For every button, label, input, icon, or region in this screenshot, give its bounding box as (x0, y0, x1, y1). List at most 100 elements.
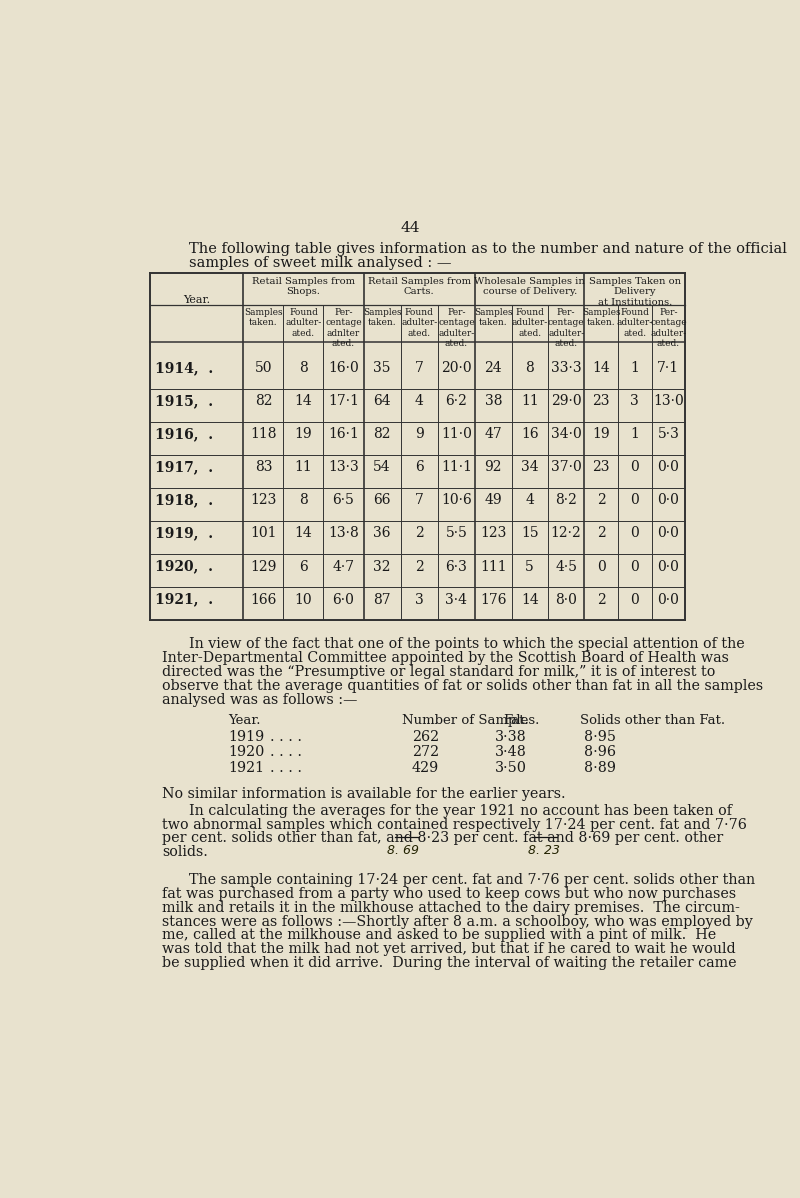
Text: 0: 0 (630, 526, 639, 540)
Text: Solids other than Fat.: Solids other than Fat. (581, 714, 726, 727)
Text: 6·2: 6·2 (446, 394, 467, 409)
Text: 1921,  .: 1921, . (155, 593, 213, 606)
Text: 50: 50 (254, 361, 272, 375)
Text: The following table gives information as to the number and nature of the officia: The following table gives information as… (189, 242, 787, 256)
Text: 47: 47 (485, 428, 502, 441)
Text: 36: 36 (374, 526, 391, 540)
Text: 0: 0 (630, 460, 639, 474)
Text: 1917,  .: 1917, . (155, 460, 213, 474)
Text: Samples
taken.: Samples taken. (582, 308, 621, 327)
Text: 14: 14 (521, 593, 538, 606)
Text: 38: 38 (485, 394, 502, 409)
Text: 0·0: 0·0 (658, 460, 679, 474)
Text: 4: 4 (415, 394, 424, 409)
Text: 49: 49 (485, 494, 502, 507)
Text: 0: 0 (630, 494, 639, 507)
Text: 6·3: 6·3 (446, 559, 467, 574)
Text: 129: 129 (250, 559, 277, 574)
Text: 44: 44 (400, 220, 420, 235)
Text: 15: 15 (521, 526, 538, 540)
Text: Found
adulter-
ated.: Found adulter- ated. (401, 308, 438, 338)
Text: 8·0: 8·0 (555, 593, 577, 606)
Text: 3: 3 (415, 593, 424, 606)
Text: 6: 6 (415, 460, 424, 474)
Text: 1915,  .: 1915, . (155, 394, 213, 409)
Text: 6·0: 6·0 (333, 593, 354, 606)
Text: 6·5: 6·5 (333, 494, 354, 507)
Text: 0·0: 0·0 (658, 494, 679, 507)
Text: 35: 35 (374, 361, 391, 375)
Text: 0·0: 0·0 (658, 593, 679, 606)
Text: 14: 14 (294, 394, 312, 409)
Text: 272: 272 (412, 745, 439, 760)
Text: 1919,  .: 1919, . (155, 526, 213, 540)
Text: 14: 14 (294, 526, 312, 540)
Text: 83: 83 (254, 460, 272, 474)
Text: 8. 69: 8. 69 (386, 843, 418, 857)
Text: 13·3: 13·3 (328, 460, 359, 474)
Text: 1916,  .: 1916, . (155, 428, 213, 441)
Text: 23: 23 (593, 394, 610, 409)
Text: 19: 19 (592, 428, 610, 441)
Text: Found
adulter-
ated.: Found adulter- ated. (617, 308, 653, 338)
Text: 262: 262 (412, 730, 439, 744)
Text: 3·50: 3·50 (494, 761, 526, 775)
Text: 1921: 1921 (228, 761, 264, 775)
Text: 8: 8 (299, 494, 308, 507)
Text: 7: 7 (415, 494, 424, 507)
Text: 11: 11 (521, 394, 538, 409)
Text: Number of Samples.: Number of Samples. (402, 714, 540, 727)
Text: Per-
centage
adulter-
ated.: Per- centage adulter- ated. (650, 308, 686, 347)
Text: Inter-Departmental Committee appointed by the Scottish Board of Health was: Inter-Departmental Committee appointed b… (162, 652, 729, 665)
Text: 8: 8 (299, 361, 308, 375)
Text: 54: 54 (374, 460, 391, 474)
Text: solids.: solids. (162, 846, 208, 859)
Text: 166: 166 (250, 593, 277, 606)
Text: Per-
centage
adnlter
ated.: Per- centage adnlter ated. (325, 308, 362, 347)
Text: 0: 0 (630, 593, 639, 606)
Text: 118: 118 (250, 428, 277, 441)
Text: 123: 123 (250, 494, 277, 507)
Text: 429: 429 (412, 761, 439, 775)
Text: 11·0: 11·0 (441, 428, 472, 441)
Text: 8·96: 8·96 (584, 745, 616, 760)
Text: 19: 19 (294, 428, 312, 441)
Text: 7·1: 7·1 (658, 361, 679, 375)
Text: 64: 64 (374, 394, 391, 409)
Text: 1920: 1920 (228, 745, 264, 760)
Text: stances were as follows :—Shortly after 8 a.m. a schoolboy, who was employed by: stances were as follows :—Shortly after … (162, 914, 753, 928)
Text: 32: 32 (374, 559, 391, 574)
Text: 5: 5 (526, 559, 534, 574)
Text: 10·6: 10·6 (441, 494, 472, 507)
Text: Wholesale Samples in
course of Delivery.: Wholesale Samples in course of Delivery. (474, 277, 585, 296)
Text: samples of sweet milk analysed : —: samples of sweet milk analysed : — (189, 256, 452, 271)
Text: 4·7: 4·7 (333, 559, 354, 574)
Text: No similar information is available for the earlier years.: No similar information is available for … (162, 787, 566, 800)
Text: Samples Taken on
Delivery
at Institutions.: Samples Taken on Delivery at Institution… (589, 277, 681, 307)
Text: Year.: Year. (228, 714, 260, 727)
Text: 34: 34 (521, 460, 538, 474)
Text: 87: 87 (374, 593, 391, 606)
Text: 3·38: 3·38 (495, 730, 526, 744)
Text: 1914,  .: 1914, . (155, 361, 214, 375)
Text: 1918,  .: 1918, . (155, 494, 213, 507)
Text: In calculating the averages for the year 1921 no account has been taken of: In calculating the averages for the year… (189, 804, 732, 818)
Text: 11·1: 11·1 (441, 460, 472, 474)
Text: 176: 176 (480, 593, 506, 606)
Text: 2: 2 (415, 559, 424, 574)
Text: Found
adulter-
ated.: Found adulter- ated. (512, 308, 548, 338)
Text: 8. 23: 8. 23 (528, 843, 560, 857)
Text: 1: 1 (630, 361, 639, 375)
Text: 1920,  .: 1920, . (155, 559, 213, 574)
Text: 12·2: 12·2 (550, 526, 582, 540)
Text: 0·0: 0·0 (658, 526, 679, 540)
Text: 23: 23 (593, 460, 610, 474)
Text: 3·4: 3·4 (446, 593, 467, 606)
Text: 123: 123 (480, 526, 506, 540)
Text: per cent. solids other than fat, and 8·23 per cent. fat and 8·69 per cent. other: per cent. solids other than fat, and 8·2… (162, 831, 723, 846)
Text: 82: 82 (374, 428, 391, 441)
Text: milk and retails it in the milkhouse attached to the dairy premises.  The circum: milk and retails it in the milkhouse att… (162, 901, 740, 914)
Text: 8·89: 8·89 (584, 761, 616, 775)
Text: 101: 101 (250, 526, 277, 540)
Text: . . . .: . . . . (270, 761, 302, 775)
